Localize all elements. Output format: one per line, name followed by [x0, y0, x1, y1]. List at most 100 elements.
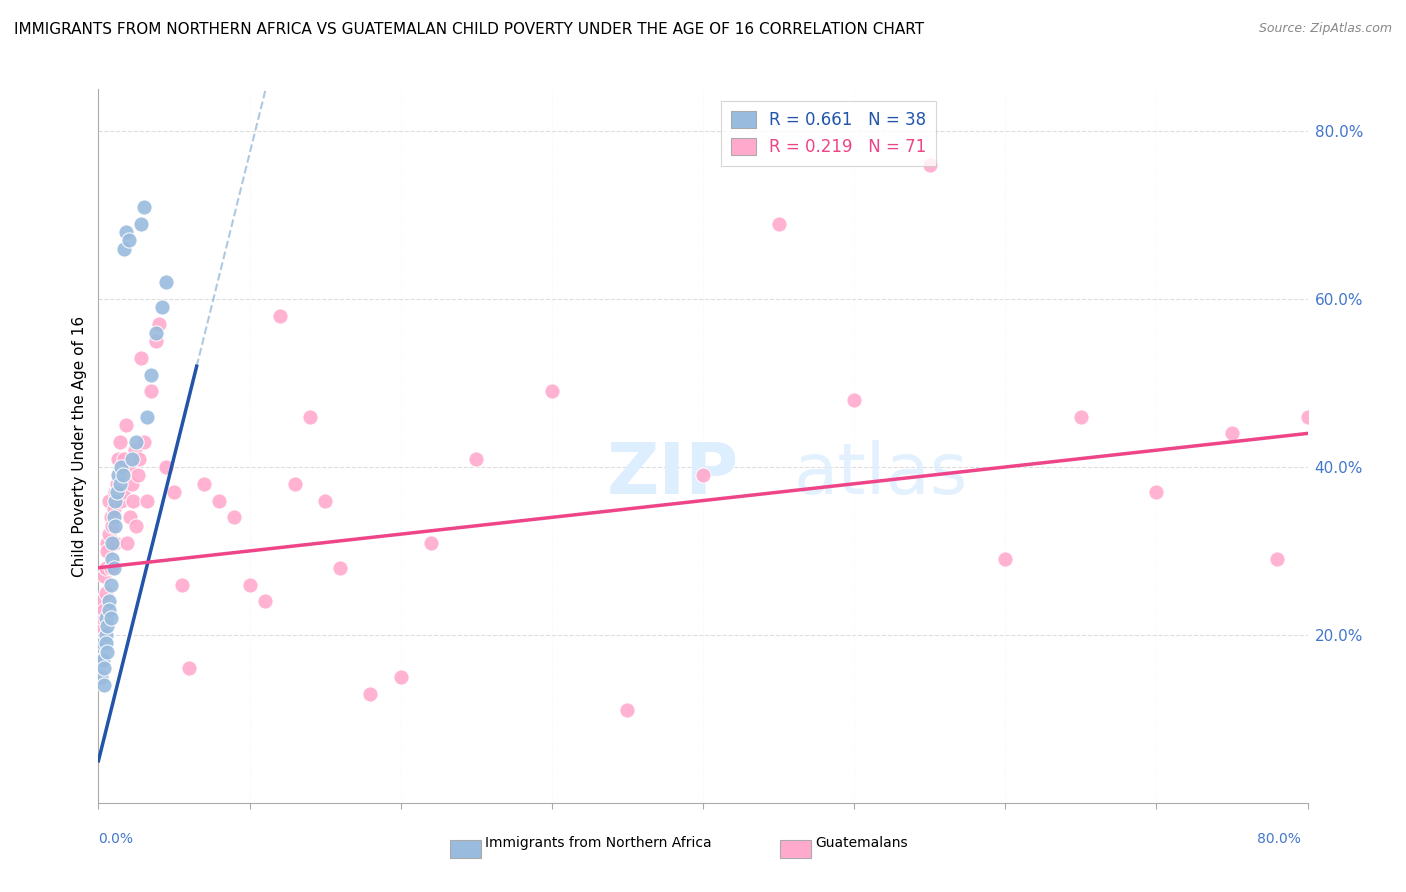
- Point: [155, 460, 177, 475]
- Y-axis label: Child Poverty Under the Age of 16: Child Poverty Under the Age of 16: [72, 316, 87, 576]
- Point: [122, 493, 145, 508]
- Point: [98, 527, 121, 541]
- Point: [135, 493, 157, 508]
- Point: [111, 468, 134, 483]
- Point: [100, 560, 122, 574]
- Point: [224, 510, 246, 524]
- Point: [94, 636, 117, 650]
- Point: [768, 217, 790, 231]
- Text: Guatemalans: Guatemalans: [815, 836, 908, 850]
- Point: [105, 485, 128, 500]
- Point: [93, 661, 115, 675]
- Point: [141, 368, 163, 382]
- Point: [103, 502, 125, 516]
- Point: [193, 476, 215, 491]
- Point: [111, 485, 134, 500]
- Point: [208, 493, 231, 508]
- Point: [389, 670, 412, 684]
- Point: [114, 417, 136, 432]
- Point: [89, 628, 111, 642]
- Point: [93, 569, 115, 583]
- Point: [115, 535, 138, 549]
- Point: [90, 670, 112, 684]
- Point: [616, 703, 638, 717]
- Point: [96, 645, 118, 659]
- Point: [93, 678, 115, 692]
- Point: [112, 242, 135, 256]
- Point: [179, 661, 201, 675]
- Point: [125, 434, 148, 449]
- Point: [101, 518, 124, 533]
- Text: ZIP: ZIP: [606, 440, 738, 509]
- Point: [112, 451, 135, 466]
- Point: [844, 392, 866, 407]
- Text: atlas: atlas: [793, 440, 969, 509]
- Point: [101, 552, 124, 566]
- Point: [96, 535, 118, 549]
- Point: [108, 476, 131, 491]
- Point: [104, 493, 127, 508]
- Point: [104, 535, 127, 549]
- Point: [1070, 409, 1092, 424]
- Point: [104, 485, 127, 500]
- Point: [98, 603, 121, 617]
- Point: [94, 586, 117, 600]
- Point: [94, 611, 117, 625]
- Point: [94, 628, 117, 642]
- Point: [1144, 485, 1167, 500]
- Text: 0.0%: 0.0%: [98, 832, 134, 846]
- Point: [155, 275, 177, 289]
- Point: [692, 468, 714, 483]
- Point: [125, 518, 148, 533]
- Point: [150, 301, 173, 315]
- Point: [96, 619, 118, 633]
- Point: [141, 384, 163, 399]
- Point: [91, 611, 114, 625]
- Point: [1220, 426, 1243, 441]
- Point: [104, 518, 127, 533]
- Point: [105, 476, 128, 491]
- Point: [145, 334, 167, 348]
- Point: [90, 594, 112, 608]
- Point: [329, 560, 352, 574]
- Point: [124, 443, 146, 458]
- Point: [91, 636, 114, 650]
- Point: [918, 158, 941, 172]
- Point: [129, 217, 152, 231]
- Point: [110, 460, 132, 475]
- Point: [128, 451, 150, 466]
- Point: [100, 611, 122, 625]
- Point: [118, 233, 141, 247]
- Point: [239, 577, 262, 591]
- Point: [420, 535, 443, 549]
- Point: [314, 493, 336, 508]
- Point: [127, 468, 149, 483]
- Point: [90, 619, 112, 633]
- Point: [91, 653, 114, 667]
- Point: [299, 409, 322, 424]
- Point: [107, 451, 129, 466]
- Point: [1267, 552, 1289, 566]
- Point: [118, 460, 141, 475]
- Point: [540, 384, 562, 399]
- Point: [465, 451, 488, 466]
- Point: [94, 560, 117, 574]
- Text: Source: ZipAtlas.com: Source: ZipAtlas.com: [1258, 22, 1392, 36]
- Point: [1296, 409, 1319, 424]
- Point: [129, 351, 152, 365]
- Point: [89, 653, 111, 667]
- Point: [98, 594, 121, 608]
- Point: [110, 493, 132, 508]
- Point: [132, 200, 155, 214]
- Point: [101, 535, 124, 549]
- Point: [96, 544, 118, 558]
- Point: [103, 510, 125, 524]
- Point: [107, 468, 129, 483]
- Point: [121, 451, 143, 466]
- Point: [121, 476, 143, 491]
- Point: [108, 434, 131, 449]
- Point: [120, 510, 142, 524]
- Point: [284, 476, 307, 491]
- Point: [148, 318, 170, 332]
- Point: [135, 409, 157, 424]
